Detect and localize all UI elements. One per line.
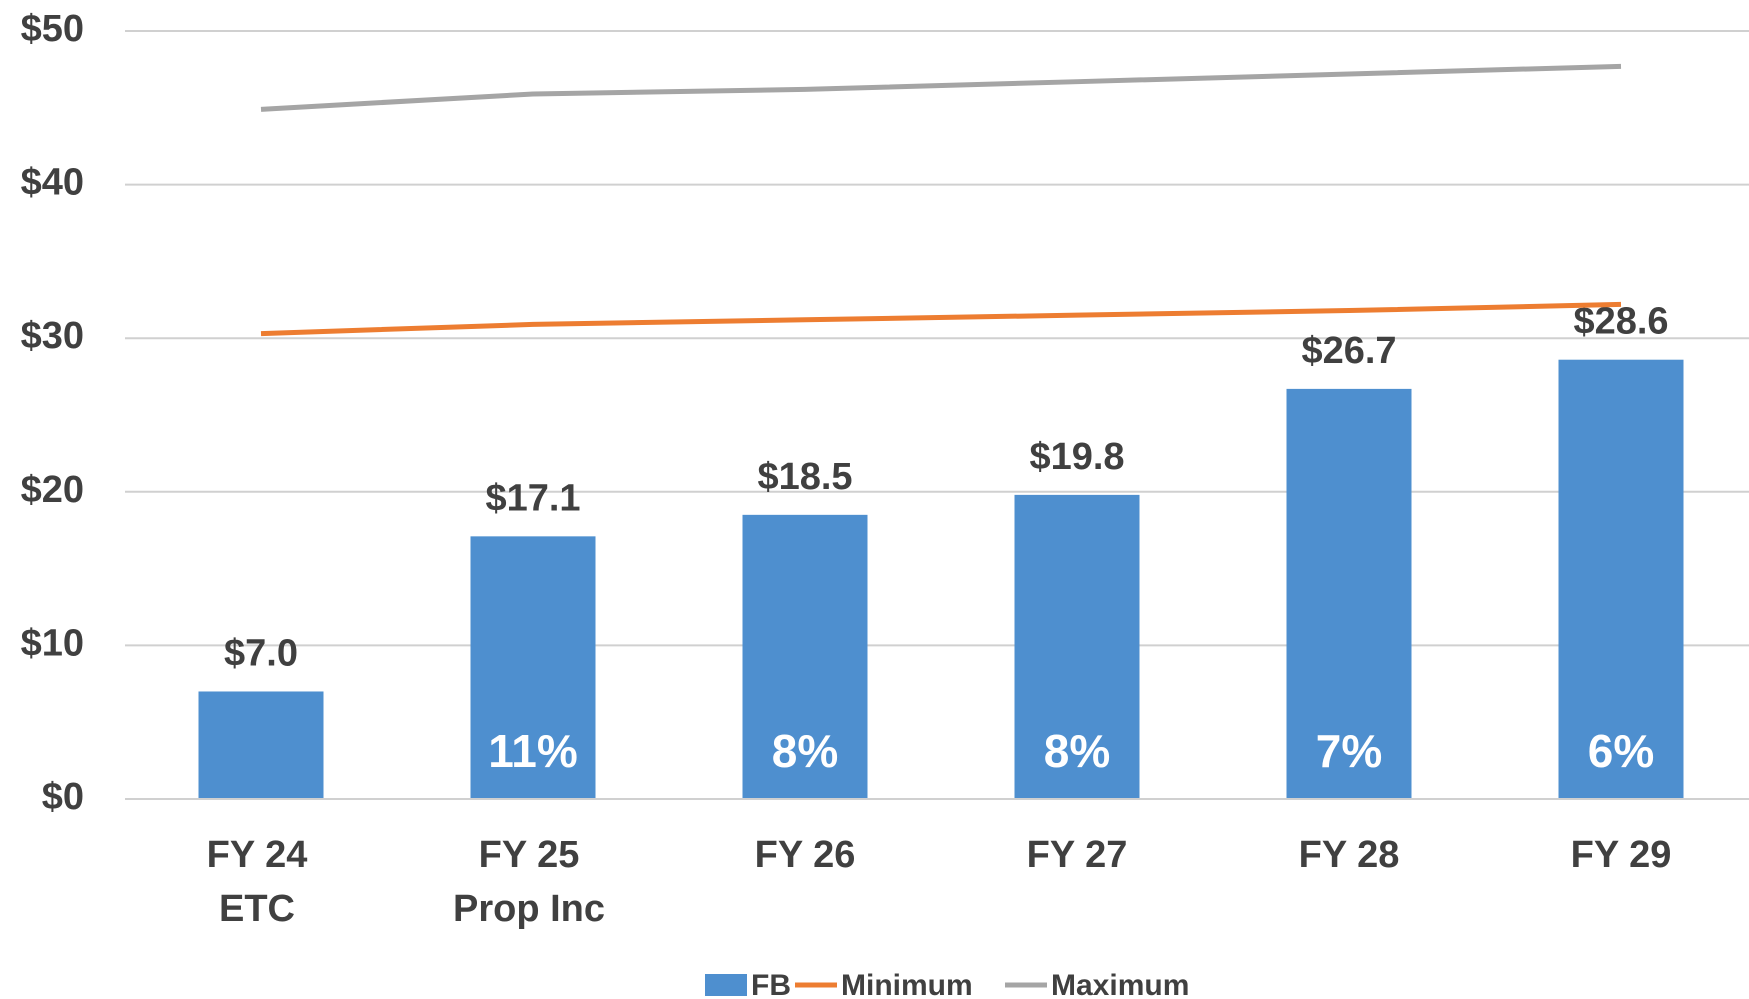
bar <box>470 536 596 799</box>
line <box>260 301 1622 337</box>
growth-label: 8% <box>772 725 838 777</box>
growth-label: 6% <box>1588 725 1654 777</box>
value-label: $7.0 <box>224 633 298 675</box>
x-tick-label: Prop Inc <box>453 888 605 930</box>
y-tick-label: $10 <box>21 622 84 664</box>
value-label: $18.5 <box>757 456 852 498</box>
y-tick-label: $40 <box>21 162 84 204</box>
bar <box>742 514 868 799</box>
x-tick-label: ETC <box>219 888 295 930</box>
bar <box>1558 359 1684 799</box>
value-label: $26.7 <box>1301 330 1396 372</box>
x-tick-label: FY 25 <box>479 834 580 876</box>
x-tick-label: FY 24 <box>207 834 308 876</box>
value-label: $19.8 <box>1029 436 1124 478</box>
legend-label: Maximum <box>1051 969 1189 999</box>
bar <box>198 691 324 799</box>
bar <box>1286 388 1412 799</box>
value-label: $28.6 <box>1573 301 1668 343</box>
legend-label: Minimum <box>841 969 973 999</box>
y-tick-label: $0 <box>42 776 84 818</box>
bar <box>1014 494 1140 799</box>
x-tick-label: FY 26 <box>755 834 856 876</box>
y-tick-label: $30 <box>21 315 84 357</box>
x-tick-label: FY 28 <box>1299 834 1400 876</box>
growth-label: 7% <box>1316 725 1382 777</box>
x-tick-label: FY 29 <box>1571 834 1672 876</box>
growth-label: 11% <box>488 725 578 777</box>
value-label: $17.1 <box>485 477 580 519</box>
line <box>260 63 1622 112</box>
legend-label: FB <box>751 969 791 999</box>
legend-swatch <box>705 974 747 996</box>
growth-label: 8% <box>1044 725 1110 777</box>
x-tick-label: FY 27 <box>1027 834 1128 876</box>
y-tick-label: $20 <box>21 469 84 511</box>
y-tick-label: $50 <box>21 8 84 50</box>
